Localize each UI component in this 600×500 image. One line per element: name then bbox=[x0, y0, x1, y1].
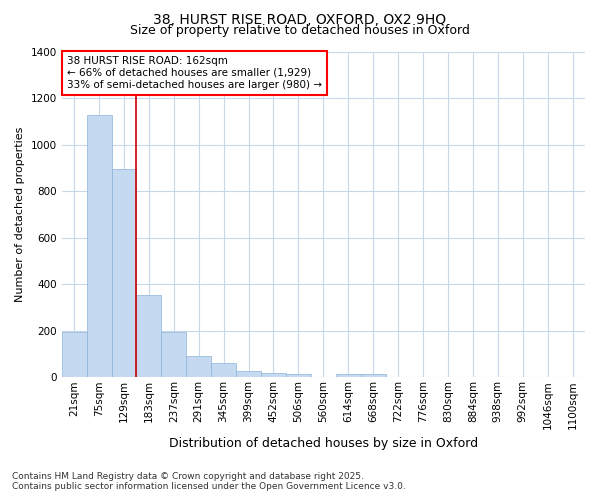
Bar bbox=[286, 374, 311, 378]
Bar bbox=[236, 372, 261, 378]
Bar bbox=[112, 170, 136, 378]
Text: 38 HURST RISE ROAD: 162sqm
← 66% of detached houses are smaller (1,929)
33% of s: 38 HURST RISE ROAD: 162sqm ← 66% of deta… bbox=[67, 56, 322, 90]
Bar bbox=[86, 115, 112, 378]
Text: 38, HURST RISE ROAD, OXFORD, OX2 9HQ: 38, HURST RISE ROAD, OXFORD, OX2 9HQ bbox=[154, 12, 446, 26]
Text: Size of property relative to detached houses in Oxford: Size of property relative to detached ho… bbox=[130, 24, 470, 37]
Bar bbox=[186, 356, 211, 378]
Bar bbox=[62, 332, 86, 378]
Bar bbox=[211, 364, 236, 378]
Bar bbox=[136, 296, 161, 378]
Bar bbox=[336, 374, 361, 378]
Text: Contains HM Land Registry data © Crown copyright and database right 2025.
Contai: Contains HM Land Registry data © Crown c… bbox=[12, 472, 406, 491]
X-axis label: Distribution of detached houses by size in Oxford: Distribution of detached houses by size … bbox=[169, 437, 478, 450]
Bar bbox=[261, 372, 286, 378]
Y-axis label: Number of detached properties: Number of detached properties bbox=[15, 126, 25, 302]
Bar bbox=[161, 332, 186, 378]
Bar bbox=[361, 374, 386, 378]
